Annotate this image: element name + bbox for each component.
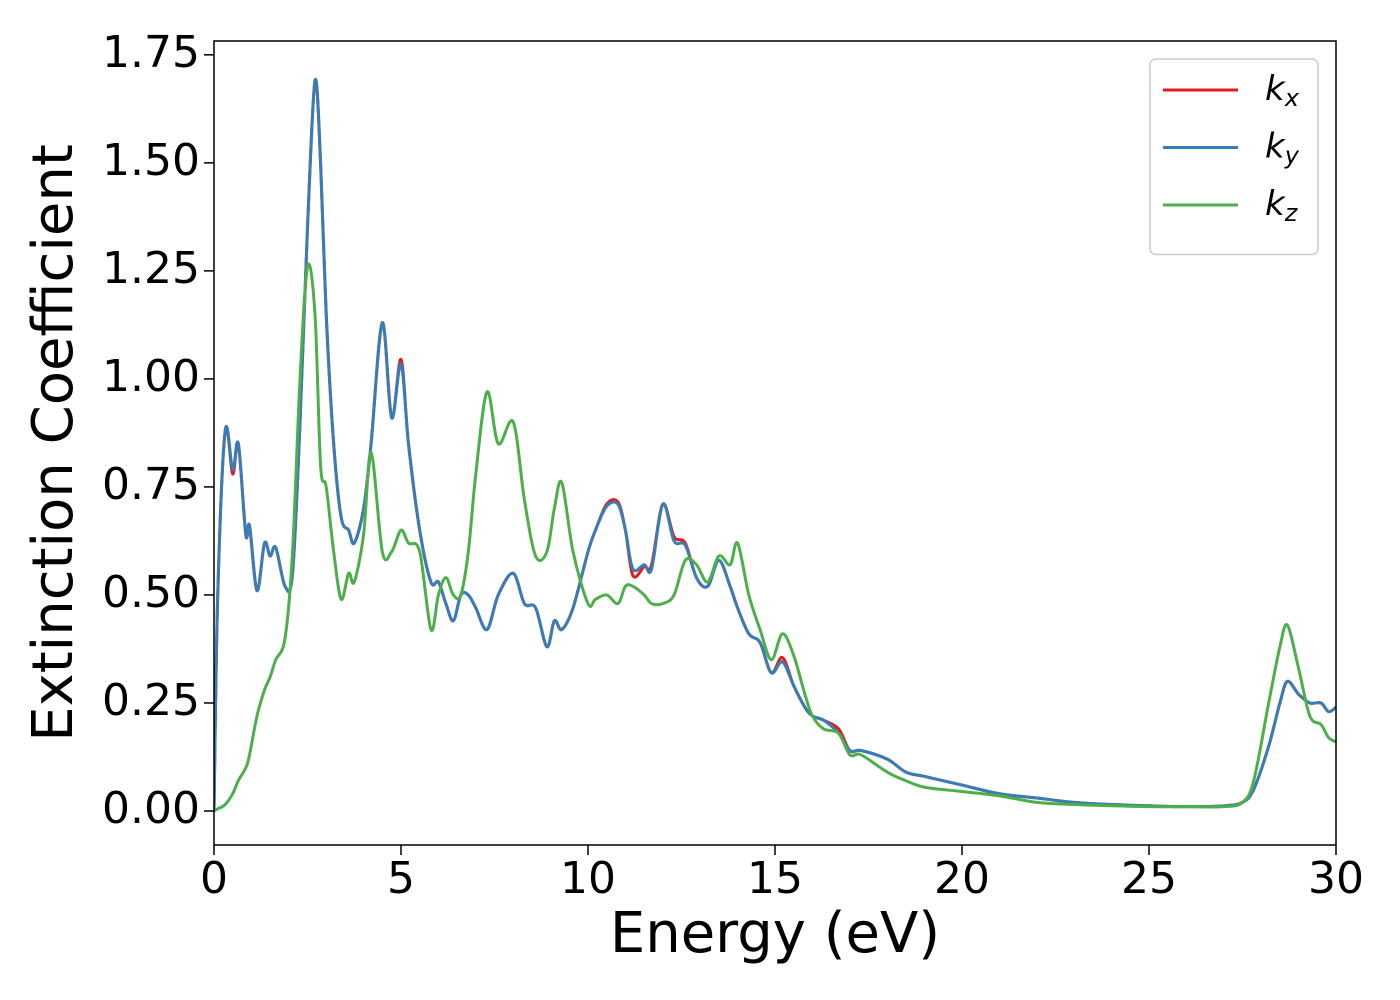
y-tick-label: 0.50 bbox=[102, 567, 200, 618]
series-line bbox=[214, 262, 1336, 813]
y-tick-label: 0.00 bbox=[102, 783, 200, 834]
y-tick-label: 0.25 bbox=[102, 675, 200, 726]
plot-frame bbox=[213, 40, 1337, 846]
x-tick-label: 5 bbox=[387, 853, 415, 904]
y-tick-label: 1.75 bbox=[102, 27, 200, 78]
x-axis-label: Energy (eV) bbox=[610, 901, 940, 966]
y-tick-label: 1.00 bbox=[102, 351, 200, 402]
x-tick-label: 30 bbox=[1308, 853, 1364, 904]
y-tick-label: 0.75 bbox=[102, 459, 200, 510]
legend-label: kz bbox=[1265, 184, 1299, 228]
legend-label: kx bbox=[1265, 69, 1300, 113]
x-tick-label: 0 bbox=[200, 853, 228, 904]
x-tick-label: 15 bbox=[747, 853, 803, 904]
y-tick-label: 1.50 bbox=[102, 135, 200, 186]
y-tick-label: 1.25 bbox=[102, 243, 200, 294]
y-axis-label: Extinction Coefficient bbox=[21, 144, 86, 742]
x-tick-label: 10 bbox=[560, 853, 616, 904]
legend-label: ky bbox=[1265, 126, 1300, 170]
x-tick-label: 20 bbox=[934, 853, 990, 904]
x-tick-label: 25 bbox=[1121, 853, 1177, 904]
